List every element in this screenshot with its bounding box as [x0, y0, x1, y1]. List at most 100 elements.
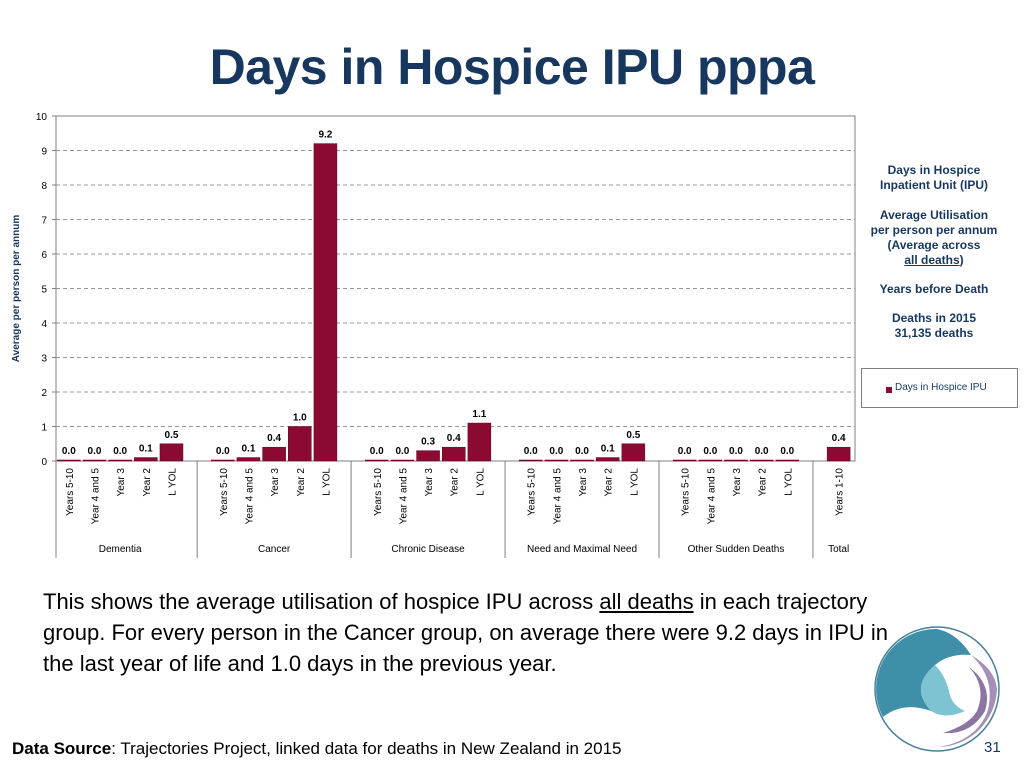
bar-value-label: 0.0: [549, 446, 563, 457]
average-note-line1: Average Utilisation: [879, 208, 989, 222]
y-tick-label: 5: [41, 285, 47, 296]
x-category-label: L YOL: [321, 468, 332, 496]
bar: [672, 459, 697, 462]
bar: [416, 450, 440, 462]
bar-chart: 0 1 2 3 4 5 6 7 8 9 10 Average per person per annum…: [11, 112, 856, 558]
x-category-label: Year 3: [732, 468, 743, 497]
x-category-label: Year 3: [116, 468, 127, 497]
bar-value-label: 1.1: [472, 409, 486, 420]
slide-description: This shows the average utilisation of ho…: [43, 586, 903, 679]
bar: [595, 457, 620, 462]
deaths-note-line1: Deaths in 2015: [891, 311, 977, 325]
y-tick-label: 8: [41, 181, 47, 192]
bar-value-label: 9.2: [318, 130, 332, 141]
bar: [82, 459, 107, 462]
bar: [570, 459, 594, 462]
chart-average-note: Average Utilisation per person per annum…: [862, 208, 1006, 268]
x-category-label: Year 4 and 5: [244, 468, 255, 525]
data-source-footer: Data Source: Trajectories Project, linke…: [12, 739, 622, 759]
x-category-label: Year 3: [578, 468, 589, 497]
bar-value-label: 0.0: [678, 446, 692, 457]
bar: [288, 426, 312, 462]
years-note: Years before Death: [879, 282, 989, 296]
bar: [441, 446, 466, 462]
bar-value-label: 1.0: [293, 413, 307, 424]
description-pre: This shows the average utilisation of ho…: [43, 589, 600, 614]
y-tick-label: 9: [41, 147, 47, 158]
bar-value-label: 0.0: [729, 446, 743, 457]
bar-value-label: 0.0: [780, 446, 794, 457]
x-category-label: Year 4 and 5: [90, 468, 101, 525]
bar-value-label: 0.5: [626, 430, 640, 441]
data-source-text: : Trajectories Project, linked data for …: [111, 739, 622, 758]
y-tick-label: 2: [41, 388, 47, 399]
bar: [313, 143, 338, 462]
y-tick-label: 1: [41, 423, 47, 434]
average-note-line3: (Average across: [887, 238, 981, 252]
bar-value-label: 0.0: [524, 446, 538, 457]
x-category-label: Years 5-10: [527, 468, 538, 516]
bar-value-label: 0.0: [755, 446, 769, 457]
average-note-line2: per person per annum: [870, 223, 998, 237]
x-category-label: Years 5-10: [681, 468, 692, 516]
y-tick-label: 10: [36, 112, 48, 123]
bar-value-label: 0.0: [216, 446, 230, 457]
legend-swatch: [886, 387, 892, 393]
bar: [57, 459, 81, 462]
x-category-label: Year 2: [450, 468, 461, 497]
bar-value-label: 0.0: [113, 446, 127, 457]
bar: [698, 459, 723, 462]
x-category-label: Year 4 and 5: [398, 468, 409, 525]
x-category-label: Years 5-10: [65, 468, 76, 516]
all-deaths-note: all deaths: [904, 253, 960, 267]
page-number: 31: [984, 739, 1001, 756]
bar: [518, 459, 543, 462]
x-category-label: Years 5-10: [219, 468, 230, 516]
x-category-label: Year 4 and 5: [706, 468, 717, 525]
description-all-deaths: all deaths: [599, 589, 694, 614]
bar-value-label: 0.4: [267, 433, 281, 444]
average-note-suffix: ): [959, 253, 964, 267]
x-category-label: L YOL: [167, 468, 178, 496]
bar-value-label: 0.1: [139, 444, 153, 455]
bar-value-label: 0.1: [241, 444, 255, 455]
organisation-logo-icon: [874, 626, 1000, 752]
slide-title: Days in Hospice IPU pppa: [209, 39, 815, 95]
bar: [544, 459, 569, 462]
bar: [108, 459, 132, 462]
bar: [390, 459, 415, 462]
bar-value-label: 0.5: [165, 430, 179, 441]
bar-value-label: 0.0: [88, 446, 102, 457]
data-source-label: Data Source: [12, 739, 112, 758]
bar: [236, 457, 261, 462]
bar: [134, 457, 158, 462]
bar: [826, 446, 851, 462]
y-tick-label: 6: [41, 250, 47, 261]
bar-value-label: 0.0: [62, 446, 76, 457]
x-category-label: Year 2: [296, 468, 307, 497]
bar: [621, 443, 646, 462]
x-group-label: Total: [828, 544, 849, 555]
y-tick-label: 4: [41, 319, 47, 330]
y-tick-label: 3: [41, 354, 47, 365]
x-category-label: L YOL: [783, 468, 794, 496]
chart-heading: Days in Hospice Inpatient Unit (IPU): [862, 163, 1006, 193]
legend-label: Days in Hospice IPU: [895, 382, 987, 393]
y-tick-label: 7: [41, 216, 47, 227]
bar: [467, 422, 492, 462]
x-category-label: Year 3: [424, 468, 435, 497]
deaths-note-line2: 31,135 deaths: [894, 326, 974, 340]
x-group-label: Other Sudden Deaths: [688, 544, 785, 555]
x-group-label: Cancer: [258, 544, 291, 555]
bar-value-label: 0.4: [447, 433, 461, 444]
chart-heading-line1: Days in Hospice: [887, 163, 981, 177]
bar-value-label: 0.0: [575, 446, 589, 457]
y-axis-title: Average per person per annum: [11, 215, 22, 363]
deaths-note: Deaths in 2015 31,135 deaths: [862, 311, 1006, 341]
bar: [775, 459, 800, 462]
average-note-line4: all deaths): [862, 253, 1006, 268]
x-category-label: L YOL: [475, 468, 486, 496]
bar-value-label: 0.1: [601, 444, 615, 455]
x-category-label: Year 2: [142, 468, 153, 497]
bar: [724, 459, 748, 462]
